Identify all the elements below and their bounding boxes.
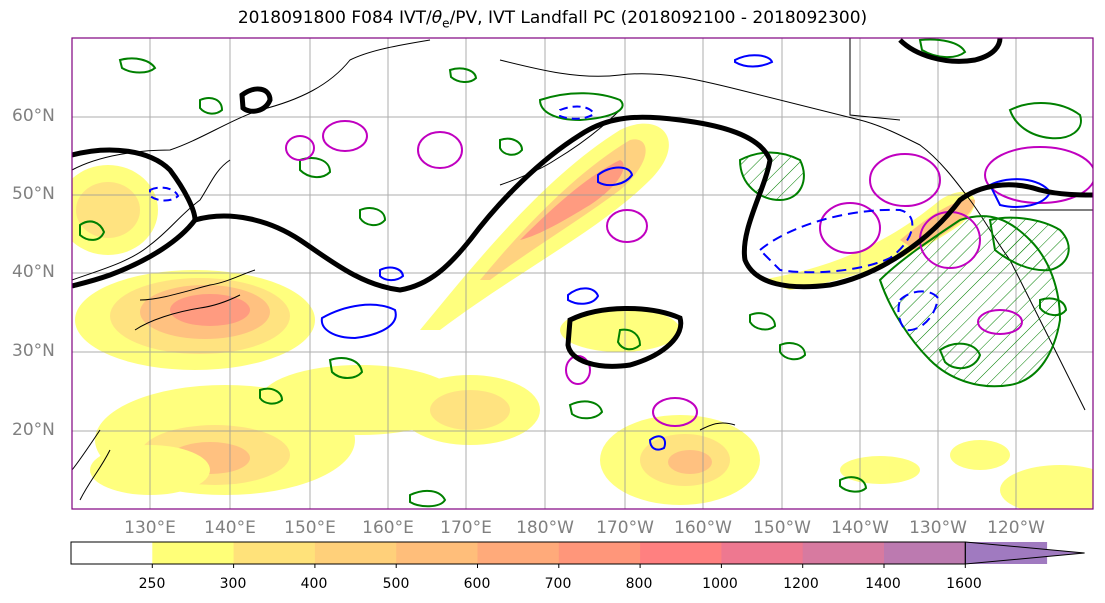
colorbar-tick-label: 700: [544, 576, 572, 592]
colorbar-tick-label: 800: [625, 576, 653, 592]
lon-label-180w: 180°W: [516, 518, 574, 538]
colorbar-segment: [558, 542, 641, 564]
colorbar-tick-label: 400: [300, 576, 328, 592]
lat-label-50n: 50°N: [12, 184, 55, 204]
colorbar-segment: [477, 542, 560, 564]
lon-label-140e: 140°E: [204, 518, 256, 538]
theta-contours: [149, 54, 1052, 451]
colorbar: [70, 541, 1085, 568]
colorbar-segment: [721, 542, 804, 564]
colorbar-segment: [233, 542, 316, 564]
pv-contours: [79, 38, 1082, 508]
colorbar-tick-label: 500: [382, 576, 410, 592]
colorbar-border: [70, 541, 966, 565]
colorbar-segment: [314, 542, 397, 564]
lon-label-130w: 130°W: [909, 518, 967, 538]
figure-title: 2018091800 F084 IVT/θe/PV, IVT Landfall …: [237, 8, 868, 31]
colorbar-segment: [71, 542, 153, 564]
colorbar-tick-label: 1600: [946, 576, 982, 592]
lon-label-140w: 140°W: [831, 518, 889, 538]
colorbar-tick-label: 250: [138, 576, 166, 592]
lon-label-160e: 160°E: [362, 518, 414, 538]
colorbar-segment: [640, 542, 722, 564]
colorbar-segment: [884, 542, 966, 564]
colorbar-segment: [152, 542, 235, 564]
lon-label-170e: 170°E: [440, 518, 492, 538]
map-frame: [71, 37, 1094, 510]
ivt-contours: [72, 38, 1093, 369]
lon-label-170w: 170°W: [596, 518, 654, 538]
lon-label-150e: 150°E: [284, 518, 336, 538]
lon-label-150w: 150°W: [753, 518, 811, 538]
colorbar-segment: [802, 542, 885, 564]
colorbar-tick-label: 300: [219, 576, 247, 592]
colorbar-tick-label: 600: [463, 576, 491, 592]
lat-label-40n: 40°N: [12, 262, 55, 282]
colorbar-segment: [396, 542, 478, 564]
colorbar-tick-label: 1000: [702, 576, 738, 592]
lon-label-130e: 130°E: [124, 518, 176, 538]
lat-label-20n: 20°N: [12, 420, 55, 440]
colorbar-tick-label: 1400: [865, 576, 901, 592]
lon-label-160w: 160°W: [674, 518, 732, 538]
lat-label-30n: 30°N: [12, 341, 55, 361]
lon-label-120w: 120°W: [987, 518, 1045, 538]
lat-label-60n: 60°N: [12, 106, 55, 126]
colorbar-tick-label: 1200: [783, 576, 819, 592]
